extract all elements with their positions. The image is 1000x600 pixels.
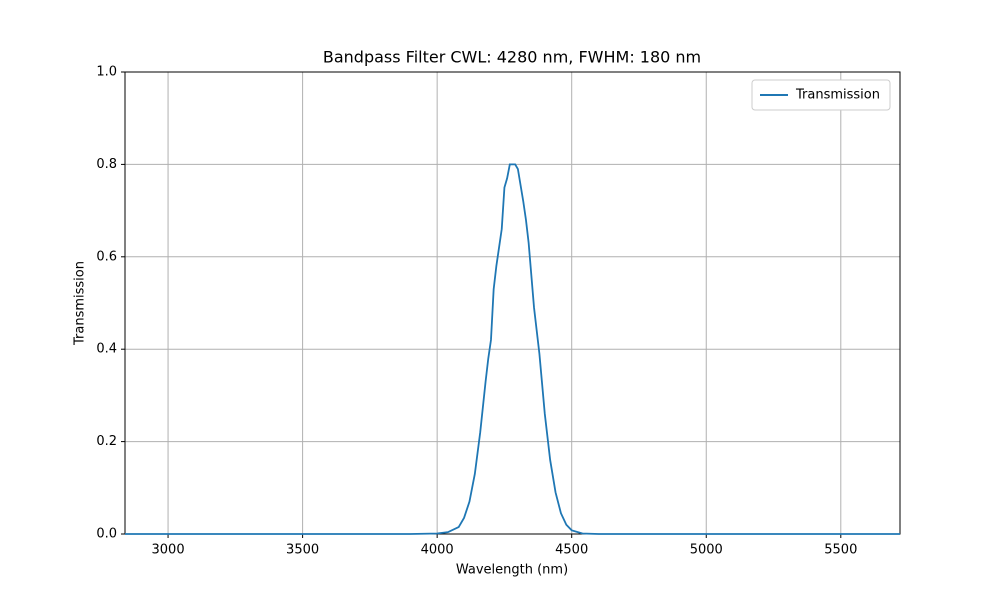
- series-line: [125, 163, 900, 535]
- x-tick-label: 4000: [421, 543, 454, 558]
- x-tick-label: 3500: [286, 543, 319, 558]
- legend-box: [751, 79, 891, 111]
- y-tick-label: 0.4: [96, 342, 117, 357]
- y-tick-label: 0.0: [96, 527, 117, 542]
- y-tick-label: 0.6: [96, 249, 117, 264]
- y-tick-label: 1.0: [96, 65, 117, 80]
- y-tick-label: 0.8: [96, 157, 117, 172]
- x-tick-label: 3000: [152, 543, 185, 558]
- y-axis-label: Transmission: [73, 261, 88, 346]
- x-tick-label: 4500: [555, 543, 588, 558]
- y-tick-label: 0.2: [96, 434, 117, 449]
- x-tick-label: 5500: [824, 543, 857, 558]
- plot-frame: [124, 71, 901, 535]
- legend-label: Transmission: [795, 88, 880, 103]
- x-axis-label: Wavelength (nm): [456, 563, 568, 578]
- x-tick-label: 5000: [690, 543, 723, 558]
- chart-title: Bandpass Filter CWL: 4280 nm, FWHM: 180 …: [323, 48, 701, 67]
